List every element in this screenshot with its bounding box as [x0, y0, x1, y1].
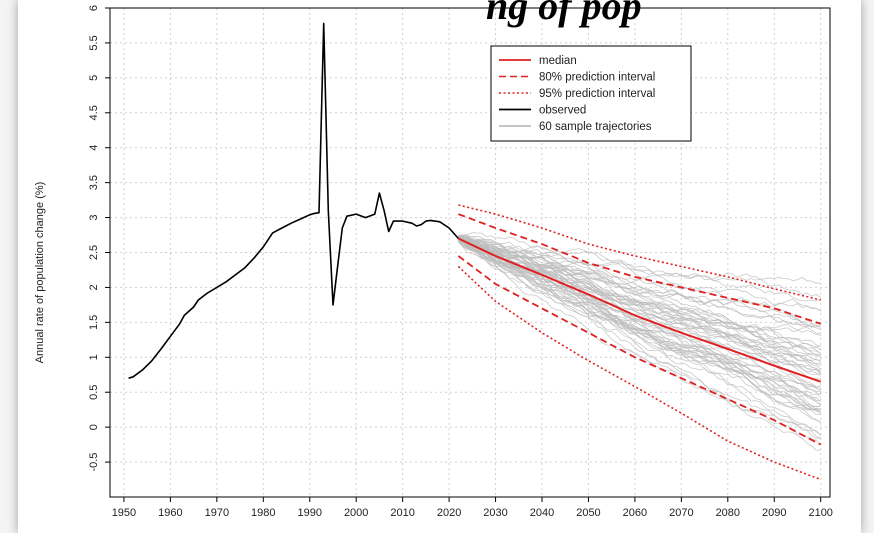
legend-label: median: [539, 55, 577, 67]
sample-trajectory: [458, 236, 821, 351]
legend-label: 95% prediction interval: [539, 88, 655, 100]
sample-trajectory: [458, 236, 821, 312]
sample-trajectory: [458, 235, 821, 365]
y-tick-label: 5: [88, 75, 100, 81]
chart-panel: 1950 1960 1970 1980 1990 2000 2010 2020 2030 2040…: [18, 0, 861, 533]
y-tick-label: 3: [88, 215, 100, 221]
y-tick-label: 1.5: [88, 315, 100, 330]
sample-trajectory: [458, 239, 821, 388]
y-tick-label: 4: [88, 145, 100, 151]
legend-label: 60 sample trajectories: [539, 121, 652, 133]
x-tick-label: 1980: [251, 507, 275, 519]
sample-trajectory: [458, 239, 821, 312]
x-tick-label: 1950: [112, 507, 136, 519]
sample-trajectory: [458, 240, 821, 362]
legend-label: observed: [539, 105, 586, 117]
x-tick-label: 2080: [716, 507, 740, 519]
legend-label: 80% prediction interval: [539, 72, 655, 84]
series-observed: [128, 22, 459, 379]
series-95-prediction-interval: [458, 204, 821, 301]
series-95-prediction-interval: [457, 265, 821, 481]
sample-trajectory: [458, 232, 821, 325]
x-tick-label: 1990: [297, 507, 321, 519]
projection-chart: 1950 1960 1970 1980 1990 2000 2010 2020 2030 2040…: [34, 5, 833, 519]
y-tick-label: 5.5: [88, 35, 100, 50]
sample-trajectory: [458, 236, 821, 423]
y-tick-label: 1: [88, 354, 100, 360]
sample-trajectory: [458, 239, 821, 436]
y-tick-label: 4.5: [88, 105, 100, 120]
x-tick-label: 1970: [205, 507, 229, 519]
x-tick-label: 2030: [483, 507, 507, 519]
y-tick-label: 0.5: [88, 385, 100, 400]
y-tick-label: -0.5: [88, 453, 100, 472]
series-80-prediction-interval: [457, 255, 822, 446]
x-tick-label: 2050: [576, 507, 600, 519]
x-tick-label: 2000: [344, 507, 368, 519]
sample-trajectory: [458, 234, 821, 362]
y-tick-label: 3.5: [88, 175, 100, 190]
sample-trajectory: [458, 236, 821, 405]
y-axis-label: Annual rate of population change (%): [34, 182, 46, 364]
x-tick-label: 2020: [437, 507, 461, 519]
y-tick-label: 0: [88, 424, 100, 430]
sample-trajectory: [458, 241, 821, 439]
y-tick-label: 2: [88, 284, 100, 290]
x-tick-label: 2040: [530, 507, 554, 519]
sample-trajectory: [458, 237, 821, 302]
x-tick-label: 2010: [390, 507, 414, 519]
sample-trajectory: [458, 241, 821, 436]
y-tick-label: 6: [88, 5, 100, 11]
sample-trajectory: [458, 241, 821, 451]
x-tick-label: 1960: [158, 507, 182, 519]
series-80-prediction-interval: [458, 213, 821, 325]
y-tick-label: 2.5: [88, 245, 100, 260]
x-tick-label: 2060: [623, 507, 647, 519]
x-tick-label: 2090: [762, 507, 786, 519]
sample-trajectory: [458, 238, 821, 445]
series-median: [457, 237, 822, 383]
x-tick-label: 2100: [808, 507, 832, 519]
x-tick-label: 2070: [669, 507, 693, 519]
